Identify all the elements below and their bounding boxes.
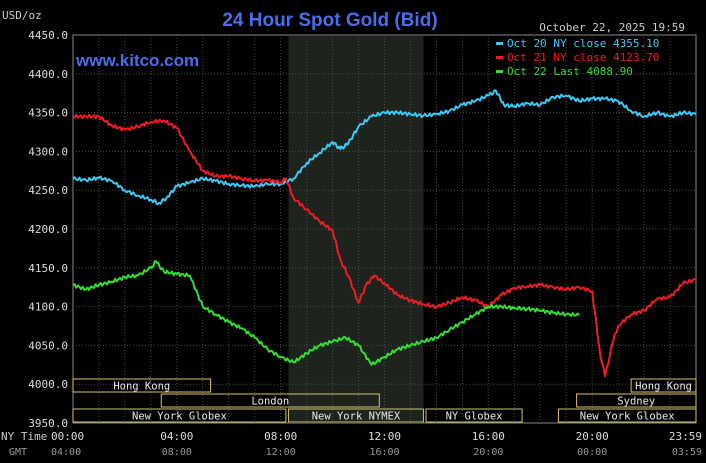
y-tick-label: 4200.0	[28, 223, 68, 236]
session-bar	[72, 378, 212, 393]
session-bars: Hong Kong London New York Globex New York N…	[72, 378, 697, 423]
session-label: New York Globex	[580, 411, 675, 423]
y-tick-label: 3950.0	[28, 417, 68, 430]
y-tick-label: 4050.0	[28, 339, 68, 352]
timestamp: October 22, 2025 19:59	[539, 21, 685, 34]
session-label: London	[251, 396, 289, 408]
x-tick-label-gmt: 03:59	[672, 447, 702, 458]
session-bar	[557, 408, 697, 423]
legend-label: Oct 20 NY close 4355.10	[507, 37, 659, 50]
session-label: Sydney	[617, 396, 655, 408]
x-axis-label-ny: NY Time	[1, 430, 47, 443]
x-tick-label-ny: 20:00	[576, 430, 609, 443]
y-tick-label: 4350.0	[28, 107, 68, 120]
session-label: New York Globex	[132, 411, 227, 423]
x-axis-label-gmt: GMT	[9, 447, 27, 458]
x-tick-label-ny: 16:00	[472, 430, 505, 443]
x-tick-label-ny: 00:00	[51, 430, 84, 443]
legend-label: Oct 21 NY close 4123.70	[507, 51, 659, 64]
series-lines	[72, 89, 697, 378]
session-bar	[72, 408, 287, 423]
x-tick-label-ny: 04:00	[160, 430, 193, 443]
session-bar	[287, 408, 424, 423]
x-tick-label-gmt: 08:00	[162, 447, 192, 458]
legend-swatch	[496, 70, 503, 73]
session-bar	[576, 393, 697, 408]
session-label: New York NYMEX	[312, 411, 401, 423]
watermark: www.kitco.com	[75, 51, 199, 70]
x-tick-label-ny: 12:00	[368, 430, 401, 443]
y-axis-label: USD/oz	[2, 9, 42, 22]
session-label: NY Globex	[446, 411, 503, 423]
legend-label: Oct 22 Last 4088.90	[507, 65, 633, 78]
x-axis: 00:00 04:00 04:00 08:00 08:00 12:00 12:00 16:00…	[51, 430, 702, 458]
x-tick-label-gmt: 04:00	[51, 447, 81, 458]
session-bar	[630, 378, 697, 393]
y-axis: 4450.0 4400.0 4350.0 4300.0 4250.0 4200.0 4150…	[28, 29, 68, 430]
series-line	[72, 259, 580, 366]
series-line	[72, 113, 697, 378]
y-tick-label: 4450.0	[28, 29, 68, 42]
y-tick-label: 4100.0	[28, 301, 68, 314]
session-label: Hong Kong	[635, 381, 692, 393]
series-line	[72, 89, 697, 206]
grid	[73, 35, 696, 423]
session-label: Hong Kong	[113, 381, 170, 393]
legend-swatch	[496, 56, 503, 59]
x-tick-label-gmt: 16:00	[369, 447, 399, 458]
x-tick-label-gmt: 00:00	[577, 447, 607, 458]
y-tick-label: 4000.0	[28, 378, 68, 391]
chart-title: 24 Hour Spot Gold (Bid)	[222, 10, 437, 31]
y-tick-label: 4250.0	[28, 184, 68, 197]
x-tick-label-ny: 23:59	[669, 430, 702, 443]
session-bar	[160, 393, 380, 408]
session-bar	[425, 408, 523, 423]
x-tick-label-gmt: 12:00	[266, 447, 296, 458]
x-tick-label-ny: 08:00	[264, 430, 297, 443]
y-tick-label: 4150.0	[28, 262, 68, 275]
x-tick-label-gmt: 20:00	[473, 447, 503, 458]
y-tick-label: 4300.0	[28, 145, 68, 158]
legend-swatch	[496, 42, 503, 45]
y-tick-label: 4400.0	[28, 68, 68, 81]
